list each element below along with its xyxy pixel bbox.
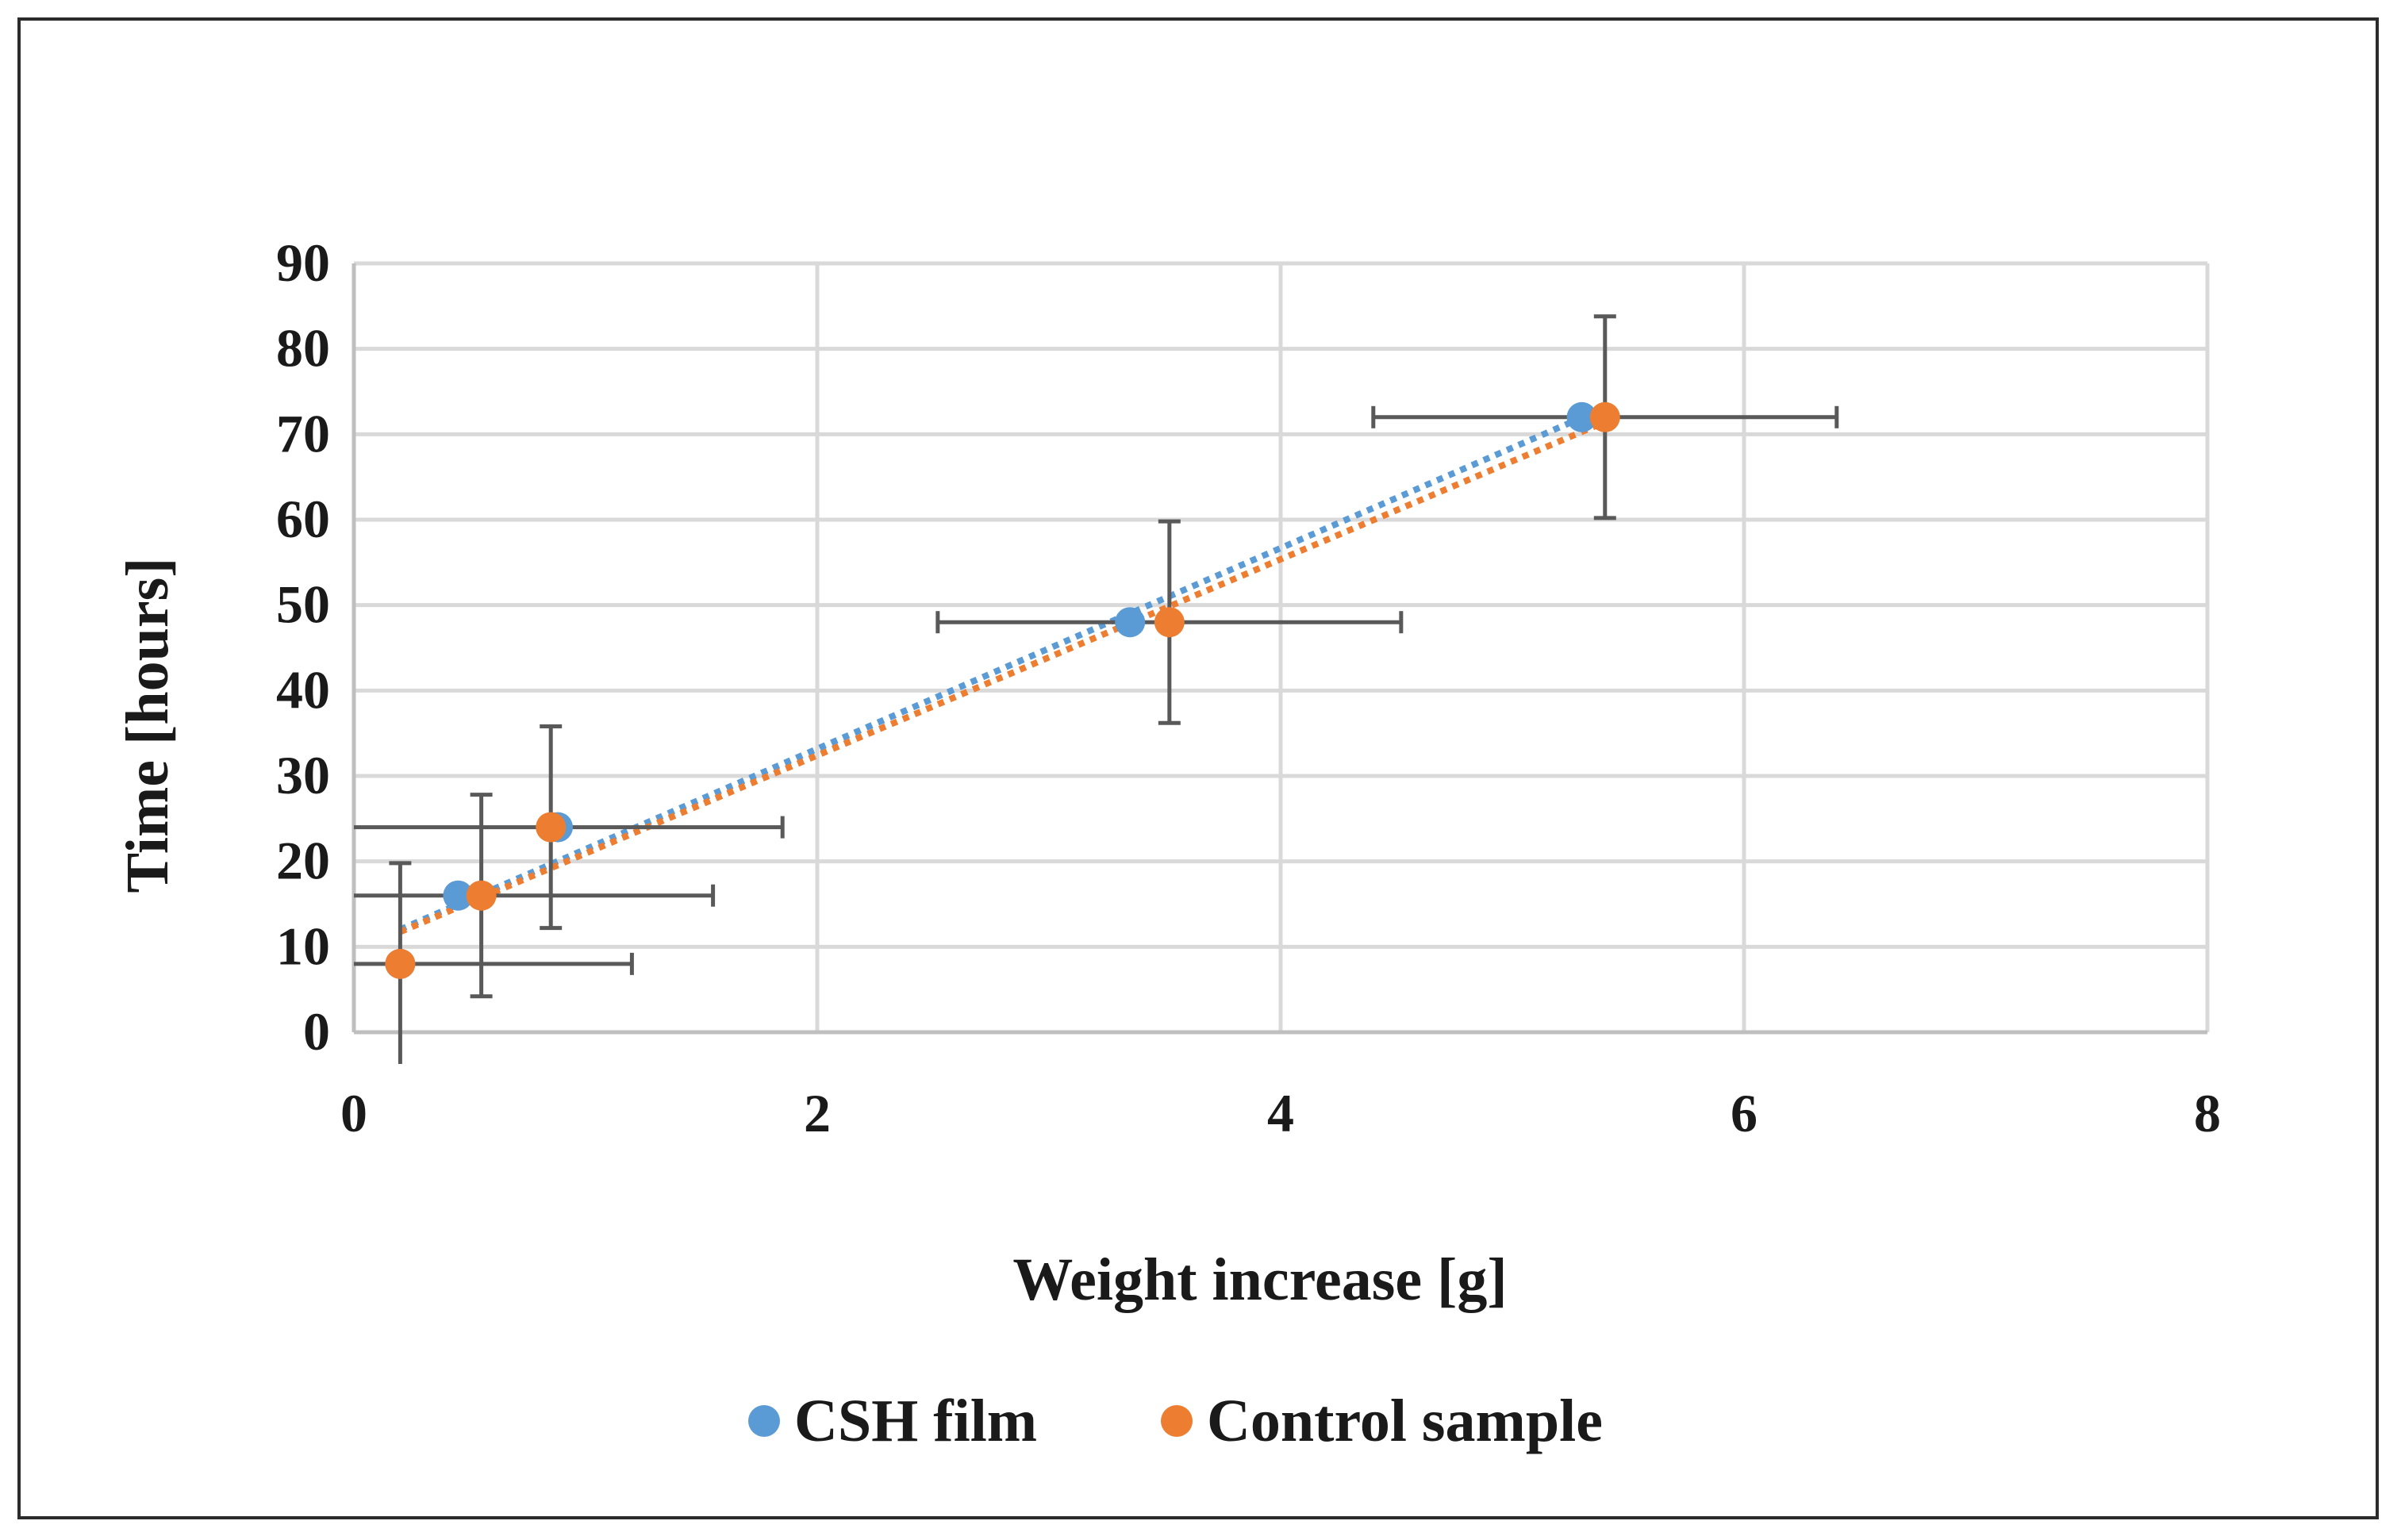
- y-tick-label: 90: [276, 232, 330, 293]
- data-point-control-sample: [1589, 401, 1620, 432]
- y-axis-title: Time [hours]: [114, 558, 181, 893]
- x-axis-title: Weight increase [g]: [1012, 1246, 1507, 1313]
- legend-label-control-sample: Control sample: [1207, 1388, 1603, 1454]
- y-tick-label: 30: [276, 745, 330, 805]
- data-point-control-sample: [385, 948, 416, 979]
- y-tick-label: 20: [276, 831, 330, 891]
- x-tick-label: 0: [340, 1083, 367, 1143]
- error-bar-layer: [354, 314, 1839, 1064]
- y-tick-label: 0: [303, 1001, 330, 1062]
- y-tick-label: 10: [276, 916, 330, 976]
- y-tick-label: 60: [276, 489, 330, 549]
- data-point-control-sample: [536, 812, 567, 843]
- data-point-control-sample: [1154, 607, 1185, 638]
- trendline-control-sample: [398, 419, 1607, 935]
- y-tick-label: 40: [276, 659, 330, 720]
- tick-label-layer: 0 10 20 30 40 50 60 70 80 90 0 2 4 6 8: [276, 232, 2221, 1143]
- trendline-layer: [398, 414, 1607, 935]
- legend: CSH film Control sample: [748, 1388, 1603, 1454]
- grid-layer: [352, 261, 2210, 1035]
- data-point-csh-film: [1566, 401, 1597, 432]
- data-point-csh-film: [1115, 607, 1146, 638]
- data-point-csh-film: [443, 880, 474, 911]
- x-tick-label: 6: [1731, 1083, 1758, 1143]
- legend-label-csh-film: CSH film: [794, 1388, 1037, 1454]
- y-tick-label: 70: [276, 403, 330, 463]
- y-tick-label: 80: [276, 318, 330, 378]
- x-tick-label: 4: [1267, 1083, 1294, 1143]
- trendline-csh-film: [398, 414, 1584, 933]
- chart-frame: 0 10 20 30 40 50 60 70 80 90 0 2 4 6 8 Weight increase…: [17, 17, 2379, 1519]
- data-point-layer: [385, 401, 1620, 979]
- scatter-chart: 0 10 20 30 40 50 60 70 80 90 0 2 4 6 8 Weight increase…: [114, 232, 2221, 1454]
- legend-marker-control-sample: [1161, 1405, 1193, 1437]
- y-tick-label: 50: [276, 574, 330, 635]
- x-tick-label: 8: [2194, 1083, 2221, 1143]
- legend-marker-csh-film: [748, 1405, 780, 1437]
- x-tick-label: 2: [804, 1083, 831, 1143]
- data-point-control-sample: [466, 880, 497, 911]
